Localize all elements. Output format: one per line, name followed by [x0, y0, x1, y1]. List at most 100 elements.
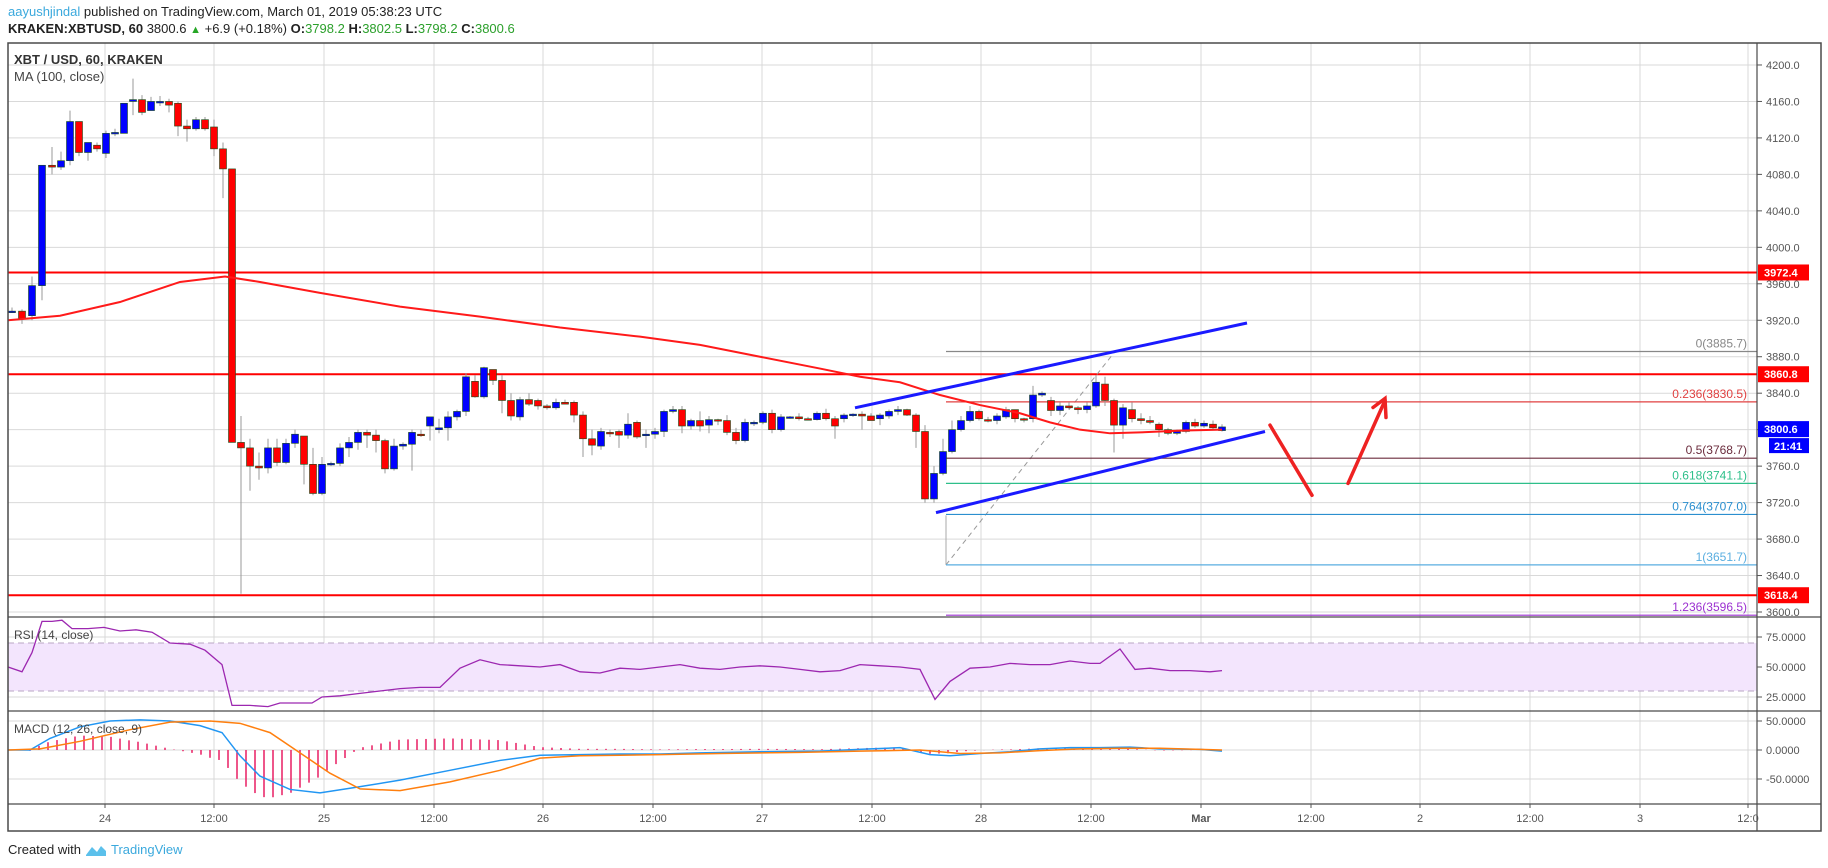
- candle-body: [903, 409, 911, 416]
- price-axis[interactable]: 4200.0 4160.0 4120.0 4080.0 4040.0 4000.0 3960…: [1757, 60, 1809, 786]
- candle-body: [813, 412, 821, 420]
- candle-body: [687, 420, 695, 427]
- fibonacci-retracement[interactable]: 0(3885.7) 0.236(3830.5) 0.5(3768.7) 0.618(3…: [945, 337, 1757, 616]
- candle-body: [93, 144, 101, 150]
- rsi-band-fill: [8, 643, 1757, 691]
- time-axis[interactable]: 24 12:00 25 12:00 26 12:00 27 12:00 28 12:00 Mar 12…: [99, 804, 1759, 825]
- candle-body: [669, 409, 677, 412]
- candle-body: [516, 399, 524, 418]
- time-tick-label: 12:00: [200, 813, 228, 825]
- candle-body: [489, 369, 497, 381]
- candle-body: [210, 126, 218, 150]
- time-tick-label: 12:00: [639, 813, 667, 825]
- rsi-tick-label: 75.0000: [1766, 632, 1806, 644]
- candle-body: [867, 415, 875, 421]
- macd-line: [8, 719, 1223, 794]
- candle-body: [498, 380, 506, 401]
- price-tick-label: 3680.0: [1766, 534, 1800, 546]
- candle-body: [822, 412, 830, 420]
- candle-body: [651, 431, 659, 435]
- candle-body: [1182, 422, 1190, 432]
- created-with-text: Created with: [8, 842, 81, 857]
- candle-body: [795, 416, 803, 420]
- candle-body: [759, 412, 767, 423]
- tradingview-link[interactable]: TradingView: [110, 842, 183, 857]
- tradingview-logo-icon: [85, 845, 106, 856]
- rsi-band: [8, 642, 1757, 692]
- price-tick-label: 4160.0: [1766, 96, 1800, 108]
- candle-body: [930, 473, 938, 500]
- chart-frame: [7, 42, 1822, 832]
- author-link[interactable]: aayushjindal: [8, 4, 81, 19]
- candle-body: [8, 310, 16, 313]
- candle-body: [894, 409, 902, 412]
- fib-level-label: 0.764(3707.0): [1672, 499, 1747, 513]
- level-price-label: 3618.4: [1764, 590, 1799, 602]
- price-change: +6.9 (+0.18%): [204, 21, 287, 36]
- candle-body: [147, 101, 155, 111]
- rsi-tick-label: 25.0000: [1766, 692, 1806, 704]
- price-tick-label: 3840.0: [1766, 388, 1800, 400]
- candle-body: [615, 431, 623, 436]
- fib-level-label: 0(3885.7): [1696, 337, 1747, 351]
- candle-body: [1047, 400, 1055, 411]
- rsi-legend: RSI (14, close): [14, 628, 93, 642]
- candle-body: [75, 121, 83, 153]
- drawn-arrows[interactable]: [1268, 395, 1388, 498]
- channel-lower-line: [935, 430, 1266, 515]
- candle-body: [28, 285, 36, 316]
- time-tick-label: 12:0: [1737, 813, 1758, 825]
- candle-body: [1128, 409, 1136, 420]
- candle-body: [831, 418, 839, 427]
- time-tick-label: 12:00: [858, 813, 886, 825]
- level-price-badge: [1758, 366, 1809, 383]
- time-tick-label: 24: [99, 813, 111, 825]
- candle-body: [732, 432, 740, 441]
- level-price-badge: [1758, 264, 1809, 281]
- candle-body: [309, 464, 317, 494]
- arrow-down-icon: [1268, 423, 1314, 498]
- candle-body: [291, 433, 299, 444]
- close-value: 3800.6: [474, 21, 515, 36]
- candle-body: [777, 416, 785, 430]
- price-tick-label: 4000.0: [1766, 242, 1800, 254]
- time-tick-label: 25: [318, 813, 330, 825]
- candle-body: [1110, 400, 1118, 426]
- candle-body: [714, 419, 722, 422]
- fib-level-label: 0.618(3741.1): [1672, 468, 1747, 482]
- price-tick-label: 3720.0: [1766, 498, 1800, 510]
- open-value: 3798.2: [305, 21, 345, 36]
- candle-body: [471, 381, 479, 398]
- time-tick-label: 12:00: [420, 813, 448, 825]
- candle-body: [273, 447, 281, 463]
- candle-body: [678, 409, 686, 427]
- low-value: 3798.2: [417, 21, 458, 36]
- up-triangle-icon: ▲: [190, 24, 201, 36]
- channel-upper-line: [854, 321, 1248, 410]
- trend-channel[interactable]: [854, 321, 1266, 515]
- candle-body: [399, 443, 407, 447]
- candle-body: [1083, 405, 1091, 410]
- price-tick-label: 3600.0: [1766, 607, 1800, 619]
- time-tick-label: Mar: [1191, 813, 1211, 825]
- low-label: L:: [405, 21, 418, 36]
- candle-body: [1029, 394, 1037, 420]
- candle-body: [1146, 420, 1154, 423]
- candle-body: [1155, 423, 1163, 430]
- candle-body: [561, 402, 569, 405]
- candle-body: [966, 411, 974, 421]
- open-label: O:: [290, 21, 306, 36]
- ma100-line: [7, 275, 1223, 435]
- candle-body: [1191, 422, 1199, 427]
- rsi-line: [7, 619, 1223, 708]
- candle-body: [642, 433, 650, 437]
- price-tick-label: 4200.0: [1766, 60, 1800, 72]
- candle-body: [255, 465, 263, 469]
- publish-info: aayushjindal published on TradingView.co…: [8, 4, 442, 19]
- candle-body: [57, 160, 65, 168]
- candle-body: [939, 451, 947, 474]
- current-price-label: 3800.6: [1764, 424, 1798, 436]
- candle-body: [534, 400, 542, 407]
- candle-body: [606, 432, 614, 435]
